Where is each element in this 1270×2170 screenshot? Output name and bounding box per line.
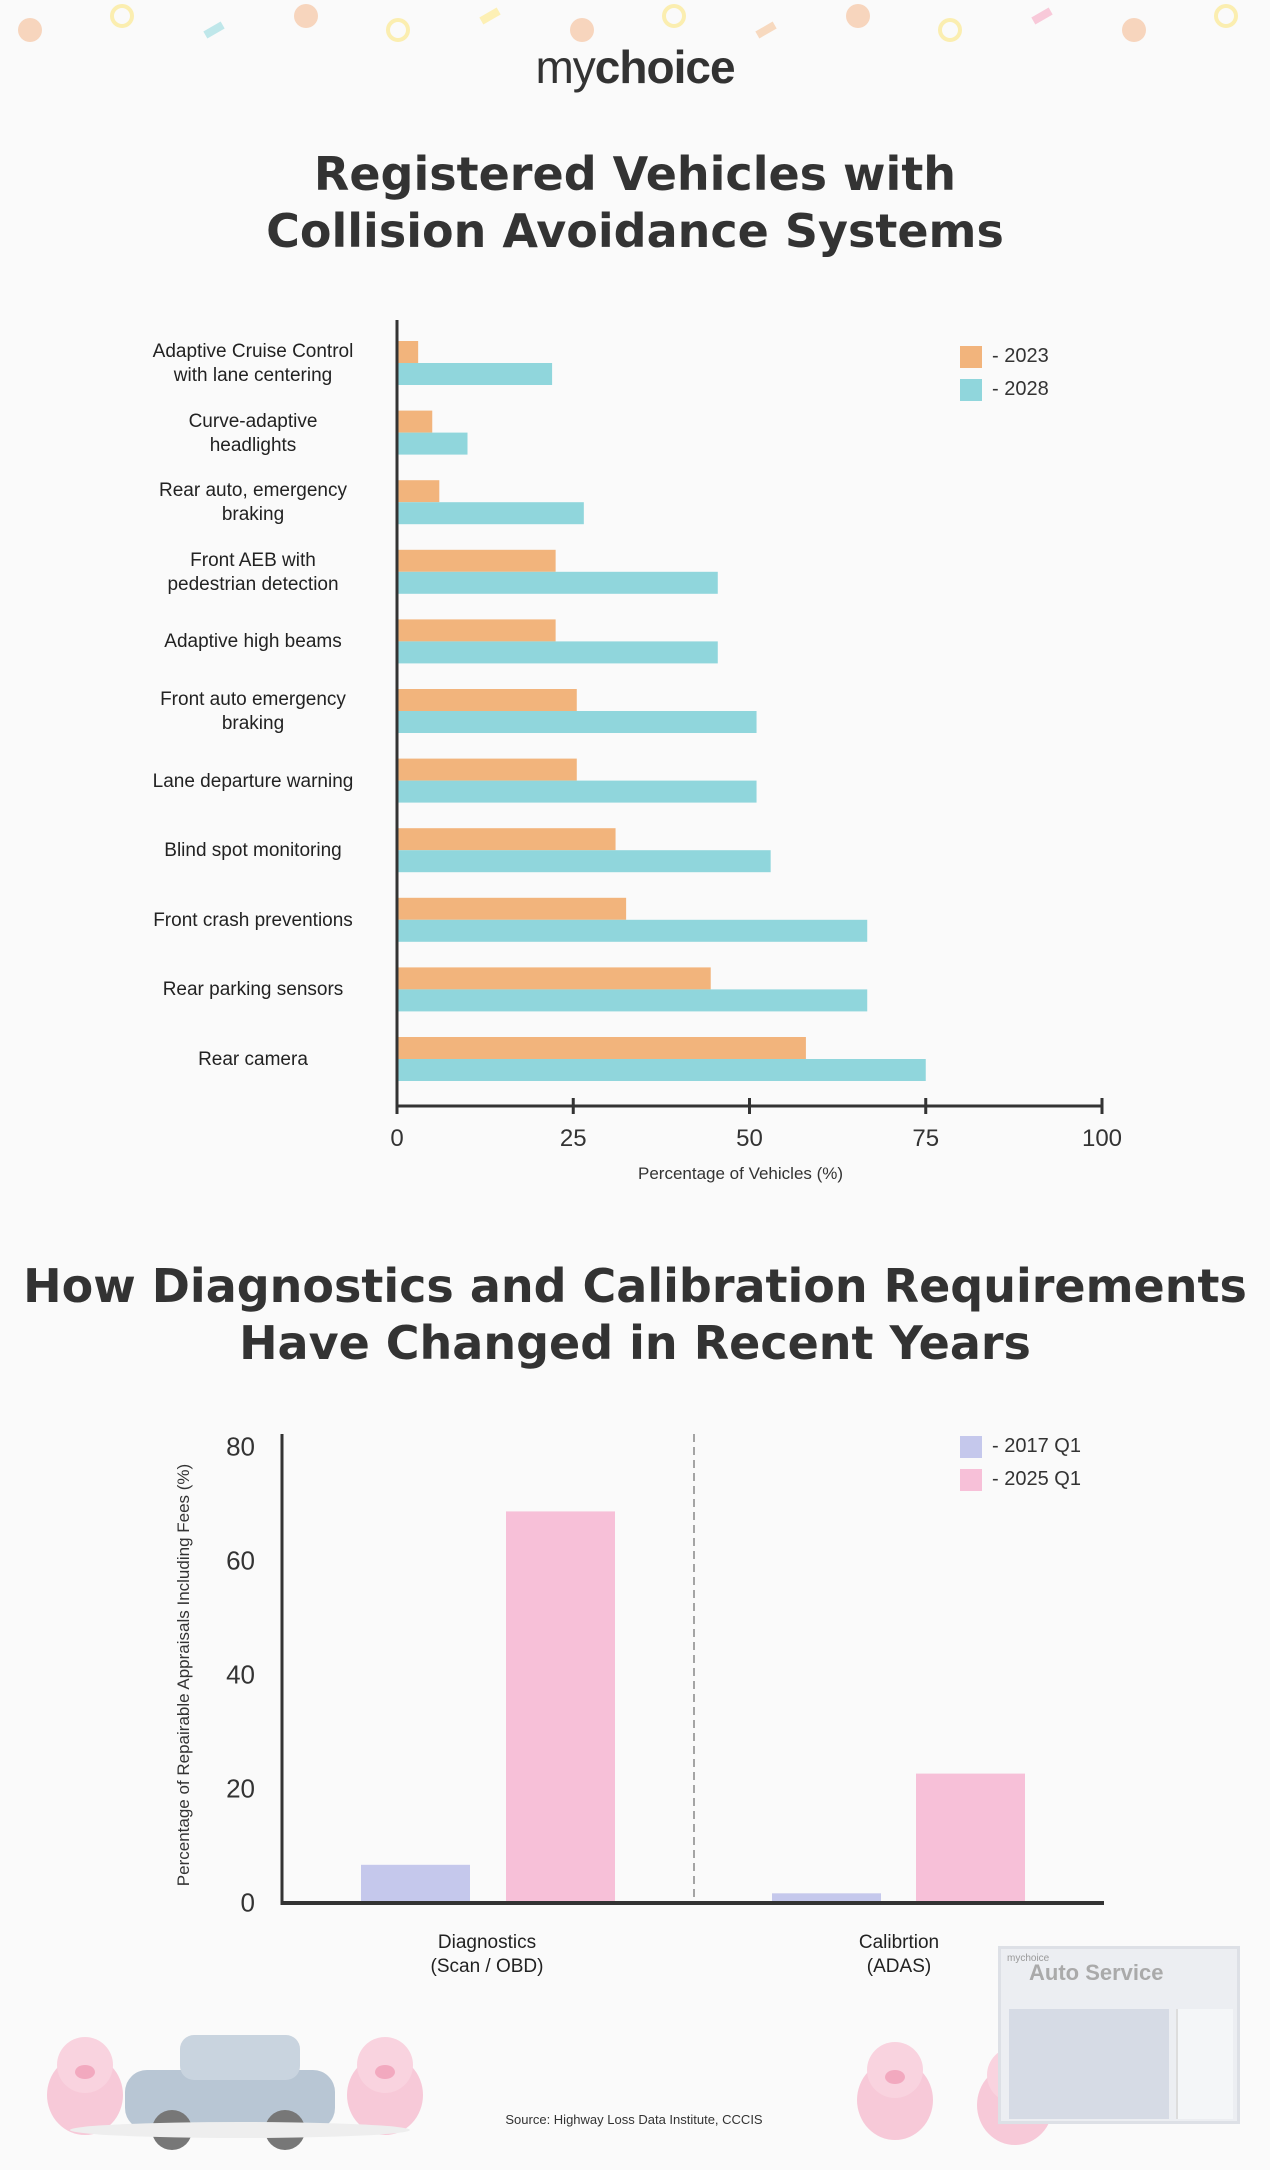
y-tick-label: 60 (226, 1545, 255, 1576)
chart1-x-axis-label: Percentage of Vehicles (%) (638, 1164, 844, 1183)
confetti-dot (1122, 18, 1146, 42)
category-label: Adaptive Cruise Control with lane center… (152, 341, 354, 386)
bar-2023 (397, 828, 616, 851)
category-label: Front AEB with pedestrian detection (167, 549, 339, 595)
confetti-strip (203, 21, 225, 39)
bar-2023 (397, 480, 440, 503)
category-label: Blind spot monitoring (164, 840, 342, 862)
category-label: Rear camera (198, 1049, 308, 1070)
auto-service-sign: Auto Service (1029, 1960, 1164, 1985)
confetti-ring (1214, 4, 1238, 28)
legend-label: - 2017 Q1 (992, 1435, 1081, 1457)
category-label: Front auto emergency braking (160, 689, 346, 734)
x-tick-label: 50 (736, 1125, 763, 1152)
bar-2023 (397, 967, 711, 990)
legend-item-2025q1: - 2025 Q1 (960, 1463, 1081, 1496)
bar-2028 (397, 989, 868, 1012)
bar-2028 (397, 711, 757, 733)
confetti-dot (570, 18, 594, 42)
confetti-ring (386, 18, 410, 42)
confetti-strip (1031, 7, 1053, 25)
x-tick-label: 25 (559, 1125, 587, 1152)
bar-2023 (397, 758, 577, 781)
category-label: Rear auto, emergency braking (159, 480, 347, 526)
legend-label: - 2028 (992, 378, 1049, 400)
category-label: Rear parking sensors (162, 979, 344, 1001)
category-label: Calibrtion (ADAS) (858, 1932, 940, 1977)
bar-2023 (397, 341, 419, 363)
mychoice-logo: mychoice (535, 41, 735, 93)
bar-2025-q1 (916, 1773, 1025, 1903)
bar-2028 (397, 850, 771, 873)
confetti-dot (294, 4, 318, 28)
legend-item-2017q1: - 2017 Q1 (960, 1430, 1081, 1463)
pig-snout (885, 2070, 905, 2084)
bar-2028 (397, 571, 718, 594)
bar-2028 (397, 641, 718, 664)
category-label: Diagnostics (Scan / OBD) (430, 1932, 544, 1977)
category-label: Front crash preventions (153, 909, 353, 931)
bar-2028 (397, 502, 584, 525)
confetti-ring (662, 4, 686, 28)
car-cabin-illustration (180, 2035, 300, 2080)
confetti-ring (110, 4, 134, 28)
confetti-dot (18, 18, 42, 42)
pig-snout (75, 2065, 95, 2079)
auto-service-illustration: mychoice Auto Service (998, 1946, 1240, 2124)
legend-label: - 2025 Q1 (992, 1468, 1081, 1490)
chart1-legend: - 2023 - 2028 (960, 340, 1049, 406)
bar-2023 (397, 897, 627, 920)
legend-swatch (960, 345, 982, 368)
chart1-title: Registered Vehicles with Collision Avoid… (266, 147, 1004, 258)
y-tick-label: 20 (226, 1773, 255, 1804)
bar-2017-q1 (772, 1893, 881, 1903)
confetti-dot (846, 4, 870, 28)
chart2-y-axis-label: Percentage of Repairable Appraisals Incl… (174, 1463, 193, 1887)
bar-2023 (397, 410, 433, 433)
bar-2025-q1 (506, 1511, 615, 1903)
bar-2023 (397, 549, 556, 572)
category-label: Adaptive high beams (164, 631, 342, 653)
legend-swatch (960, 1435, 982, 1458)
legend-swatch (960, 1468, 982, 1491)
category-label: Curve-adaptive headlights (188, 410, 318, 456)
x-tick-label: 100 (1081, 1125, 1123, 1152)
y-tick-label: 40 (226, 1659, 255, 1690)
x-tick-label: 0 (390, 1125, 404, 1152)
confetti-strip (755, 21, 777, 39)
confetti-strip (479, 7, 501, 25)
bar-2028 (397, 780, 757, 803)
legend-label: - 2023 (992, 345, 1049, 367)
x-tick-label: 75 (912, 1125, 940, 1152)
bar-2028 (397, 1059, 926, 1081)
bar-2028 (397, 363, 553, 385)
legend-item-2023: - 2023 (960, 340, 1049, 373)
pig-snout (375, 2065, 395, 2079)
legend-item-2028: - 2028 (960, 373, 1049, 406)
bar-2023 (397, 1037, 806, 1059)
bar-2017-q1 (361, 1864, 470, 1903)
y-tick-label: 80 (226, 1431, 255, 1462)
source-note: Source: Highway Loss Data Institute, CCC… (505, 2112, 763, 2127)
confetti-ring (938, 18, 962, 42)
sign-brand: mychoice (1007, 1953, 1050, 1964)
bar-2023 (397, 689, 577, 711)
chart2-legend: - 2017 Q1 - 2025 Q1 (960, 1430, 1081, 1496)
y-tick-label: 0 (240, 1887, 255, 1918)
ground-shadow (70, 2122, 410, 2138)
chart2-title: How Diagnostics and Calibration Requirem… (23, 1259, 1247, 1370)
legend-swatch (960, 378, 982, 401)
bar-2023 (397, 619, 556, 642)
bar-2028 (397, 432, 468, 455)
category-label: Lane departure warning (152, 770, 354, 792)
bar-2028 (397, 919, 868, 942)
